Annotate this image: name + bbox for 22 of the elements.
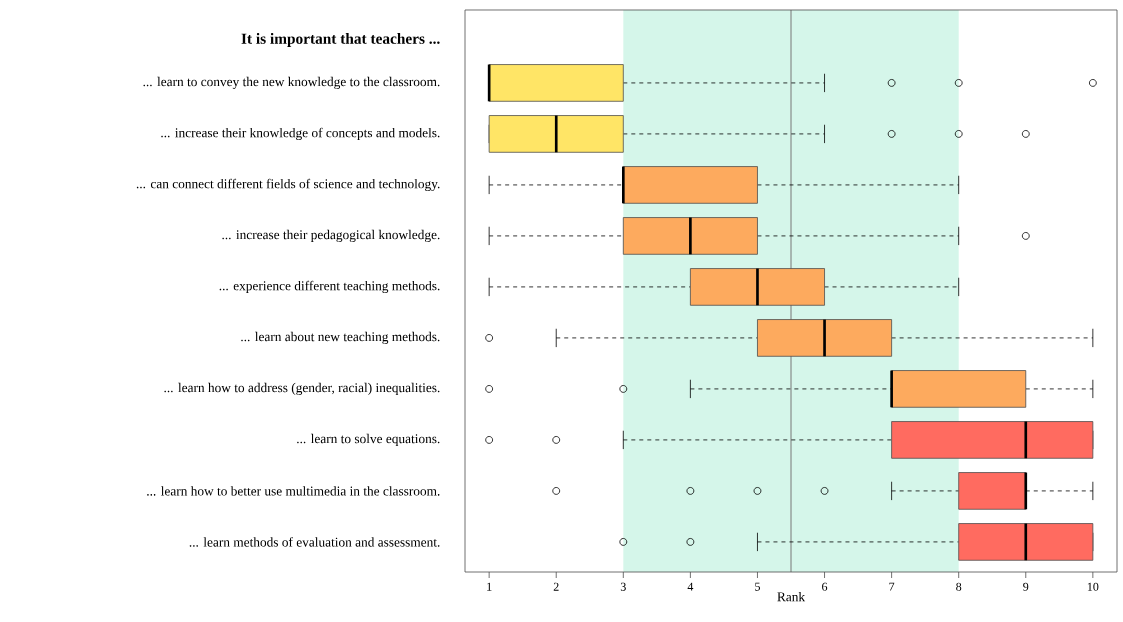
y-tick-label: ... learn how to better use multimedia in the classroom. — [147, 486, 440, 496]
x-tick-label: 9 — [1023, 582, 1029, 591]
x-tick-label: 5 — [755, 582, 761, 591]
x-tick-label: 3 — [620, 582, 626, 591]
y-tick-label: ... learn how to address (gender, racial) inequalities. — [164, 382, 440, 395]
x-tick-label: 8 — [956, 582, 962, 591]
x-tick-label: 2 — [553, 582, 559, 591]
x-tick-label: 7 — [889, 582, 895, 591]
text: It is important that teachers ... — [241, 33, 440, 47]
y-tick-label: ... learn methods of evaluation and assessment. — [189, 537, 440, 547]
x-axis-title: Rank — [777, 591, 806, 602]
y-tick-label: ... learn to solve equations. — [297, 433, 440, 446]
x-tick-label: 6 — [822, 582, 828, 591]
x-tick-label: 10 — [1087, 582, 1099, 591]
y-tick-label: ... increase their pedagogical knowledge. — [222, 229, 440, 242]
y-tick-label: ... can connect different fields of science and technology. — [136, 178, 440, 192]
y-tick-label: ... learn to convey the new knowledge to the classroom. — [143, 76, 440, 89]
y-tick-label: ... learn about new teaching methods. — [241, 331, 440, 344]
x-tick-label: 4 — [687, 582, 694, 591]
x-tick-label: 1 — [487, 582, 492, 591]
y-tick-label: ... increase their knowledge of concepts and models. — [161, 127, 440, 141]
y-tick-label: ... experience different teaching methods. — [219, 280, 440, 294]
